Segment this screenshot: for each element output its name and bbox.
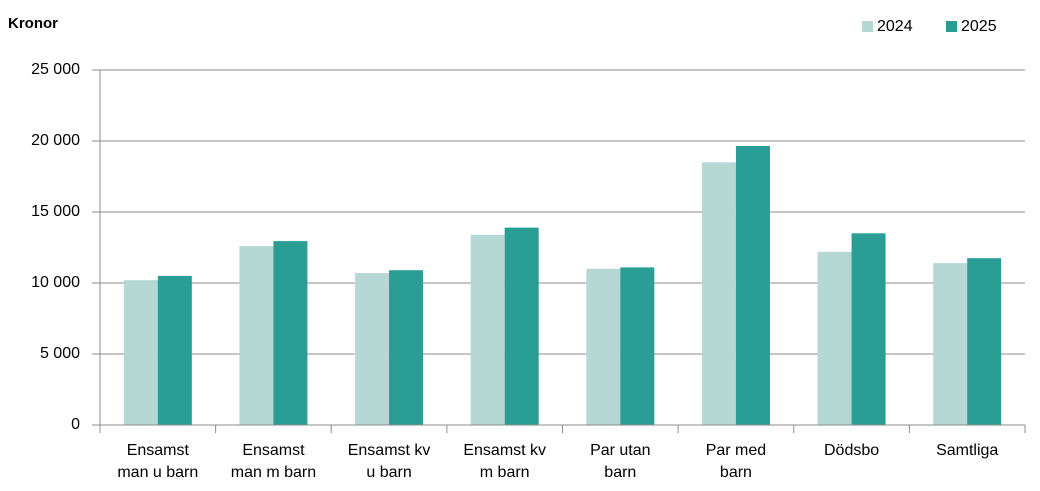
x-tick-label: Ensamst man m barn	[230, 442, 317, 481]
y-tick-label: 25 000	[31, 61, 80, 78]
y-tick-label: 5 000	[40, 345, 80, 362]
x-tick-label: Samtliga	[936, 442, 999, 459]
bar	[123, 280, 158, 425]
x-tick-label: Par utan barn	[590, 442, 651, 481]
x-tick-label: Ensamst man u barn	[117, 442, 199, 481]
bar	[355, 273, 390, 425]
bar	[273, 241, 308, 425]
bar	[157, 275, 192, 425]
bar	[504, 227, 539, 425]
bar	[620, 267, 655, 425]
bar	[817, 251, 852, 425]
y-tick-label: 20 000	[31, 132, 80, 149]
bar	[933, 263, 968, 425]
y-tick-label: 10 000	[31, 274, 80, 291]
x-tick-label: Ensamst kv m barn	[463, 442, 547, 481]
x-tick-label: Par med barn	[705, 442, 767, 481]
x-tick-label: Ensamst kv u barn	[347, 442, 431, 481]
y-tick-label: 15 000	[31, 203, 80, 220]
bar	[967, 258, 1002, 425]
legend-label: 2025	[961, 18, 997, 35]
legend-swatch	[946, 21, 957, 32]
legend-label: 2024	[877, 18, 913, 35]
bar	[389, 270, 424, 425]
bar	[470, 234, 505, 425]
y-tick-label: 0	[71, 416, 80, 433]
legend-swatch	[862, 21, 873, 32]
bar	[586, 268, 621, 425]
bar	[701, 162, 736, 426]
y-axis-title: Kronor	[8, 15, 58, 32]
bar	[851, 233, 886, 425]
bar	[239, 246, 274, 425]
bar	[735, 145, 770, 425]
x-tick-label: Dödsbo	[823, 442, 880, 459]
